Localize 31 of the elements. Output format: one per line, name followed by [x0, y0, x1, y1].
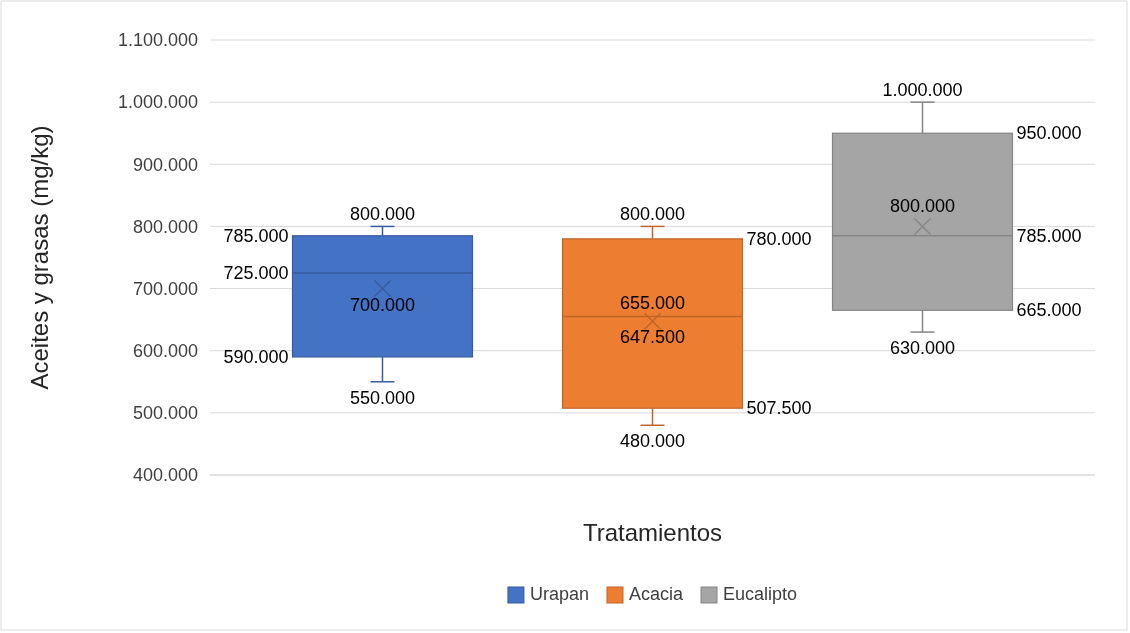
- y-tick-label: 1.000.000: [117, 92, 198, 113]
- text: 800.000: [619, 204, 686, 225]
- y-tick-label: 700.000: [132, 278, 198, 299]
- text: 780.000: [746, 228, 812, 249]
- text: 590.000: [223, 346, 289, 367]
- y-tick-label: 400.000: [132, 465, 198, 486]
- text: 785.000: [223, 225, 289, 246]
- y-tick-label: 500.000: [132, 403, 198, 424]
- text: 800.000: [889, 196, 956, 217]
- text: 950.000: [1016, 123, 1082, 144]
- y-tick-label: 600.000: [132, 340, 198, 361]
- legend-label: Urapan: [529, 584, 589, 604]
- y-axis-title: Aceites y grasas (mg/kg): [26, 125, 53, 390]
- text: 630.000: [889, 338, 956, 359]
- text: 507.500: [746, 398, 812, 419]
- text: 550.000: [349, 387, 416, 408]
- text: 665.000: [1016, 300, 1082, 321]
- text: 785.000: [1016, 225, 1082, 246]
- text: 647.500: [619, 327, 686, 348]
- legend-label: Acacia: [628, 584, 684, 604]
- legend-label: Eucalipto: [723, 584, 798, 604]
- y-tick-label: 900.000: [132, 154, 198, 175]
- text: 725.000: [223, 263, 289, 284]
- text: 700.000: [349, 294, 416, 315]
- x-axis-title: Tratamientos: [582, 519, 723, 546]
- y-tick-label: 1.100.000: [117, 30, 198, 51]
- y-tick-label: 800.000: [132, 216, 198, 237]
- text: 655.000: [619, 292, 686, 313]
- text: 480.000: [619, 431, 686, 452]
- text: 800.000: [349, 204, 416, 225]
- text: 1.000.000: [882, 80, 963, 101]
